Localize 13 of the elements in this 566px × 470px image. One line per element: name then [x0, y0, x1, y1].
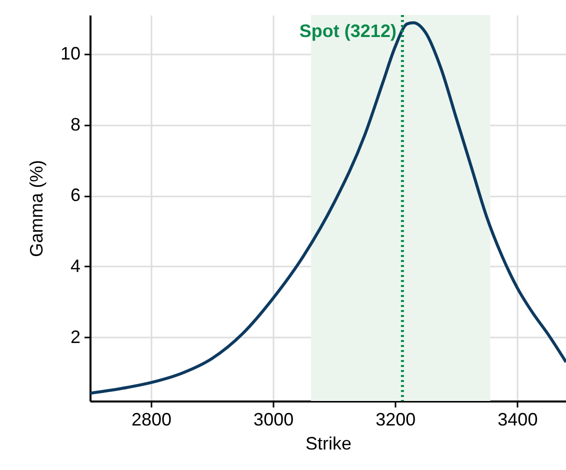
y-tick-label: 8: [70, 114, 80, 134]
y-tick-label: 6: [70, 185, 80, 206]
line-series: [90, 21, 566, 395]
ref-line-label: Spot (3212): [299, 21, 396, 41]
x-tick-label: 3200: [376, 410, 416, 430]
y-tick-label: 4: [70, 256, 80, 276]
y-tick-label: 10: [60, 43, 80, 64]
x-tick-label: 2800: [132, 410, 172, 430]
x-axis-title: Strike: [305, 434, 352, 454]
y-tick-label: 2: [70, 326, 80, 347]
x-tick-label: 3000: [254, 410, 294, 430]
y-axis-title: Gamma (%): [26, 160, 46, 258]
x-tick-label: 3400: [498, 410, 538, 430]
